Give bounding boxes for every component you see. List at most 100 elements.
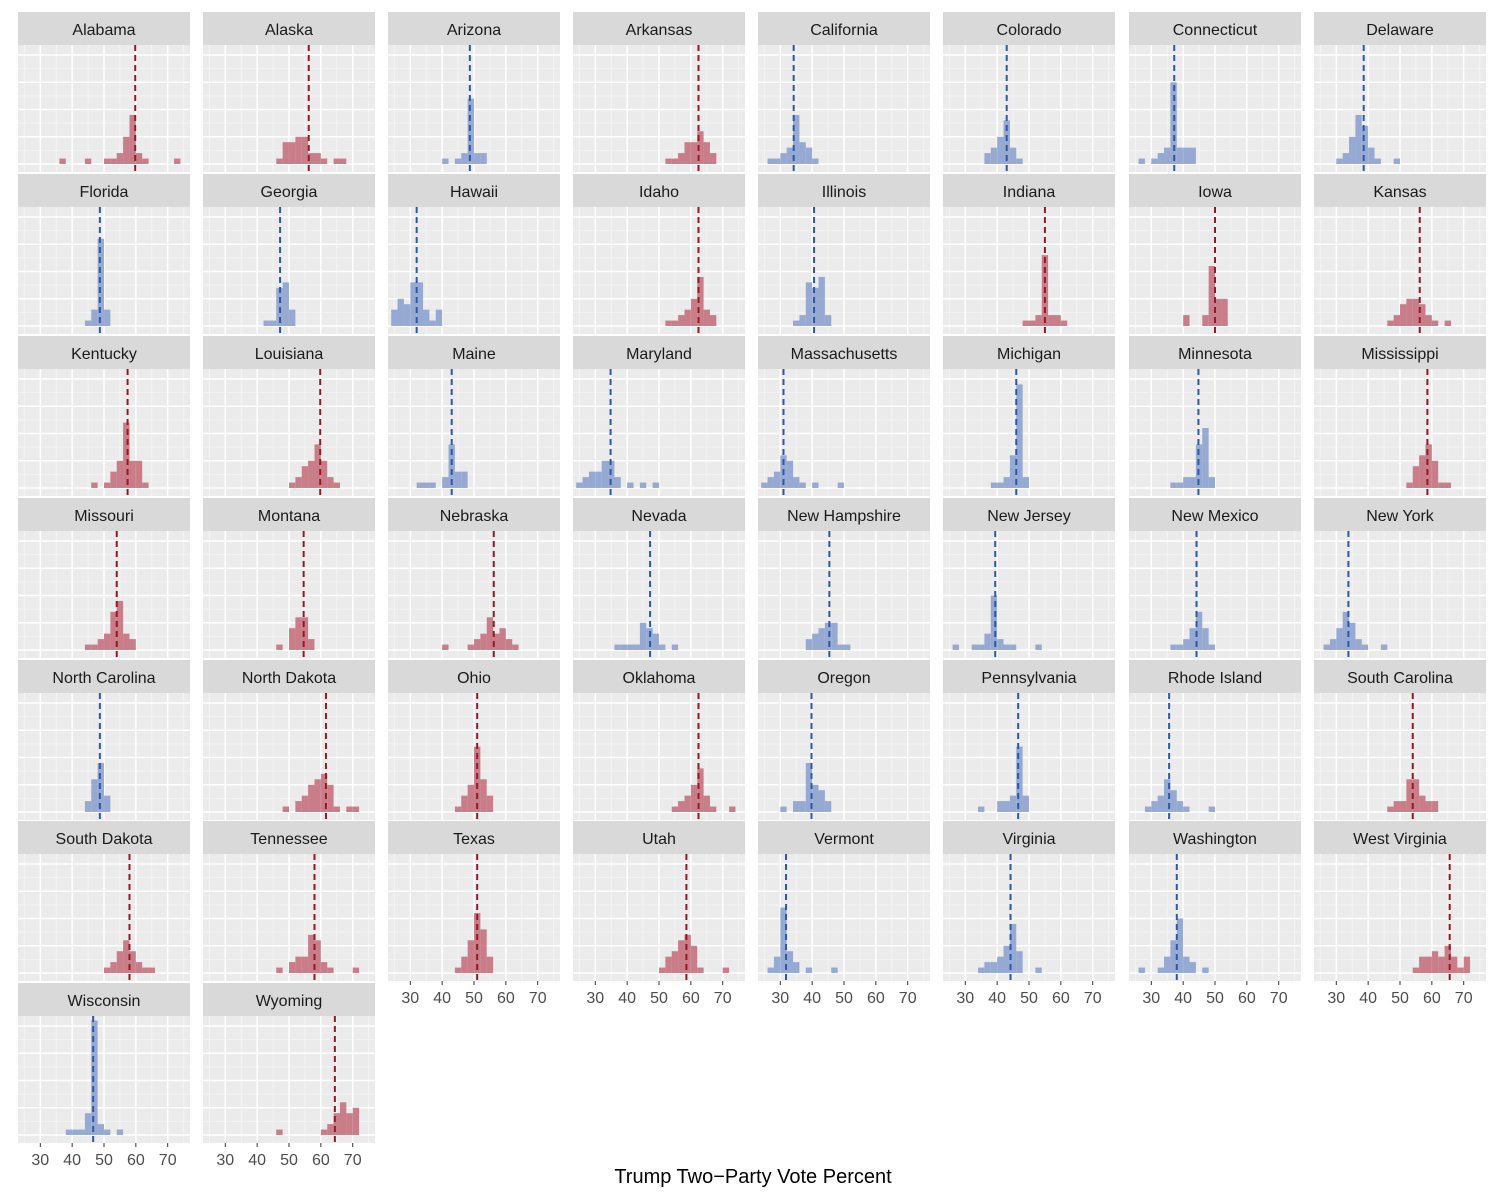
strip-background — [203, 336, 375, 369]
histogram-bar — [1003, 120, 1010, 164]
panel-kansas: Kansas — [1314, 174, 1486, 334]
histogram-bar — [1164, 956, 1171, 973]
histogram-bar — [793, 320, 800, 326]
strip-label: Arizona — [447, 22, 501, 39]
x-tick-label: 30 — [586, 990, 604, 1007]
strip-label: Hawaii — [450, 184, 498, 201]
strip-label: Alaska — [265, 22, 313, 39]
histogram-bar — [474, 746, 481, 812]
panel-new-york: New York — [1314, 498, 1486, 658]
histogram-bar — [1183, 147, 1190, 164]
strip-background — [573, 12, 745, 45]
histogram-bar — [627, 482, 634, 488]
histogram-bar — [690, 784, 698, 812]
histogram-bar — [308, 460, 315, 488]
histogram-bar — [1003, 945, 1010, 973]
histogram-bar — [403, 304, 411, 326]
histogram-bar — [84, 801, 92, 812]
histogram-bar — [990, 962, 998, 973]
histogram-bar — [1406, 779, 1413, 812]
strip-label: West Virginia — [1353, 831, 1447, 848]
panel-south-carolina: South Carolina — [1314, 660, 1486, 820]
strip-background — [573, 660, 745, 693]
strip-label: New Hampshire — [787, 508, 901, 525]
histogram-bar — [984, 633, 991, 650]
panel-utah: Utah 30 40 50 60 70 — [573, 821, 745, 1007]
x-tick-label: 50 — [95, 1152, 113, 1169]
histogram-bar — [1412, 967, 1420, 973]
panel-new-mexico: New Mexico — [1129, 498, 1301, 658]
histogram-bar — [837, 644, 844, 650]
histogram-bar — [831, 967, 838, 973]
panel-virginia: Virginia 30 40 50 60 70 — [943, 821, 1115, 1007]
histogram-bar — [1355, 114, 1362, 164]
x-tick-label: 70 — [344, 1152, 362, 1169]
x-tick-label: 40 — [63, 1152, 81, 1169]
histogram-bar — [1202, 967, 1209, 973]
histogram-bar — [1009, 923, 1017, 973]
histogram-bar — [1400, 801, 1407, 812]
histogram-bar — [678, 940, 685, 973]
histogram-bar — [1189, 147, 1196, 164]
strip-label: Kansas — [1373, 184, 1426, 201]
histogram-bar — [818, 276, 825, 326]
histogram-bar — [308, 153, 315, 164]
strip-background — [758, 498, 930, 531]
histogram-bar — [1444, 945, 1451, 973]
strip-background — [943, 660, 1115, 693]
histogram-bar — [104, 1129, 111, 1135]
histogram-bar — [289, 482, 296, 488]
histogram-bar — [116, 600, 124, 650]
histogram-bar — [123, 422, 130, 488]
histogram-bar — [320, 773, 328, 812]
histogram-bar — [659, 967, 666, 973]
strip-background — [1129, 12, 1301, 45]
histogram-bar — [116, 460, 124, 488]
histogram-bar — [1342, 611, 1350, 650]
histogram-bar — [295, 956, 302, 973]
histogram-bar — [1170, 940, 1177, 973]
panel-kentucky: Kentucky — [18, 336, 190, 496]
histogram-bar — [1425, 315, 1432, 326]
strip-background — [388, 12, 560, 45]
histogram-bar — [595, 471, 602, 488]
strip-label: Nevada — [631, 508, 686, 525]
histogram-bar — [1202, 628, 1209, 650]
x-tick-label: 60 — [682, 990, 700, 1007]
histogram-bar — [129, 639, 136, 650]
panel-washington: Washington 30 40 50 60 70 — [1129, 821, 1301, 1007]
histogram-bar — [499, 628, 506, 650]
x-tick-label: 70 — [1084, 990, 1102, 1007]
histogram-bar — [1189, 628, 1196, 650]
strip-label: North Dakota — [242, 670, 336, 687]
histogram-bar — [416, 482, 424, 488]
histogram-bar — [1022, 795, 1029, 812]
histogram-bar — [423, 309, 430, 326]
x-tick-label: 30 — [956, 990, 974, 1007]
histogram-bar — [1431, 320, 1439, 326]
panel-oregon: Oregon — [758, 660, 930, 820]
strip-background — [203, 12, 375, 45]
panel-texas: Texas 30 40 50 60 70 — [388, 821, 560, 1007]
histogram-bar — [1412, 298, 1420, 326]
strip-background — [18, 821, 190, 854]
strip-background — [1129, 660, 1301, 693]
histogram-bar — [620, 644, 628, 650]
x-tick-label: 40 — [988, 990, 1006, 1007]
histogram-bar — [1355, 639, 1362, 650]
histogram-bar — [91, 779, 98, 812]
histogram-bar — [1323, 644, 1330, 650]
panel-arkansas: Arkansas — [573, 12, 745, 172]
panel-new-hampshire: New Hampshire — [758, 498, 930, 658]
histogram-bar — [129, 951, 136, 973]
panel-alabama: Alabama — [18, 12, 190, 172]
histogram-bar — [320, 158, 328, 164]
histogram-bar — [104, 309, 111, 326]
histogram-bar — [1202, 315, 1209, 326]
panel-delaware: Delaware — [1314, 12, 1486, 172]
histogram-bar — [467, 940, 474, 973]
strip-background — [388, 660, 560, 693]
histogram-bar — [142, 967, 149, 973]
histogram-bar — [104, 482, 111, 488]
histogram-bar — [474, 153, 481, 164]
